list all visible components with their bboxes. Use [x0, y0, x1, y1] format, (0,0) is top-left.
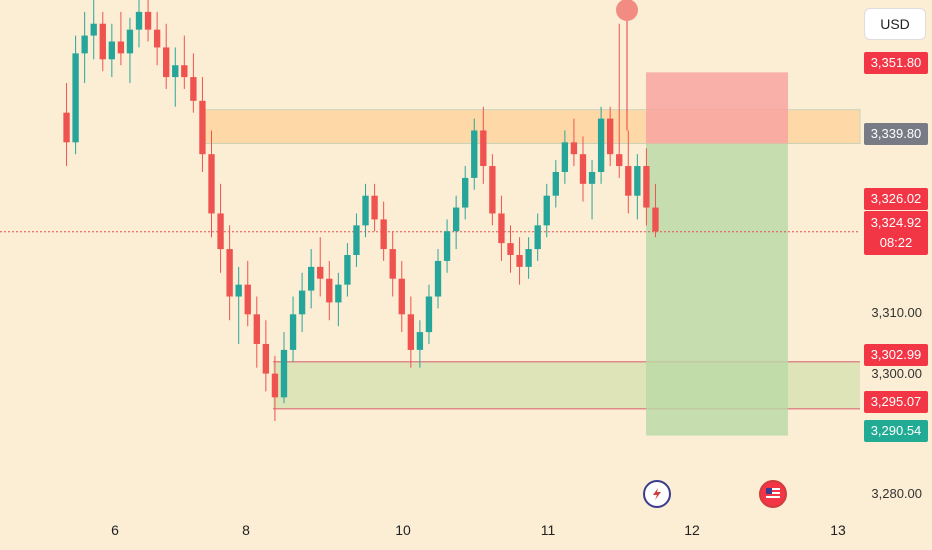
candle-body [217, 213, 224, 250]
candle-body [570, 142, 578, 155]
candle-body [525, 249, 532, 267]
candle-body [534, 225, 541, 250]
candle-body [271, 373, 279, 398]
lightning-icon[interactable] [643, 480, 671, 508]
price-axis-label: 3,280.00 [871, 486, 922, 501]
last-price-value: 3,324.92 [870, 215, 922, 230]
candle-body [416, 332, 424, 350]
candle-body [353, 225, 360, 255]
candle-body [135, 11, 143, 30]
candle-body [543, 195, 550, 226]
entry-price-tag: 3,339.80 [864, 123, 928, 145]
candle-body [298, 290, 306, 315]
candle-body [507, 243, 514, 255]
candle-body [181, 65, 188, 78]
candle-countdown: 08:22 [879, 235, 913, 250]
spike-marker [616, 0, 638, 21]
candle-body [462, 177, 469, 208]
candle-body [307, 266, 315, 291]
candle-body [335, 284, 342, 303]
candle-body [371, 195, 378, 220]
candle-body [153, 29, 161, 48]
candle-body [452, 207, 460, 232]
candle-body [326, 278, 333, 303]
candle-body [317, 266, 324, 279]
candle-body [163, 47, 170, 78]
candle-body [280, 349, 288, 398]
candle-body [144, 11, 152, 30]
candle-body [561, 142, 569, 172]
candle-body [63, 112, 70, 143]
candle-body [434, 260, 442, 297]
date-label: 12 [684, 522, 700, 538]
demand-top-price-tag: 3,302.99 [864, 344, 928, 366]
candle-body [425, 296, 433, 333]
candle-body [616, 154, 623, 167]
candle-body [108, 41, 116, 60]
candle-body [362, 195, 369, 226]
take-profit-zone [646, 143, 788, 436]
candle-body [253, 314, 260, 344]
candle-body [643, 166, 650, 208]
candle-body [81, 35, 88, 54]
candle-body [172, 65, 179, 78]
date-label: 10 [395, 522, 411, 538]
stop-loss-zone [646, 72, 788, 144]
candle-body [579, 154, 587, 184]
date-label: 11 [540, 522, 556, 538]
candle-body [289, 314, 297, 350]
last-price-tag: 3,324.92 08:22 [864, 211, 928, 255]
candle-body [625, 166, 632, 196]
candle-body [99, 23, 106, 60]
candle-body [126, 29, 134, 54]
date-label: 6 [111, 522, 119, 538]
candle-body [90, 23, 97, 36]
candle-body [443, 231, 451, 261]
candle-body [489, 166, 496, 214]
candle-body [498, 213, 505, 244]
currency-button[interactable]: USD [864, 8, 926, 40]
candle-body [344, 255, 351, 285]
candle-body [117, 41, 125, 54]
candle-body [471, 130, 478, 178]
date-label: 13 [830, 522, 846, 538]
candle-body [407, 314, 415, 350]
candle-body [244, 284, 251, 315]
candle-body [588, 171, 596, 184]
candle-body [652, 207, 659, 232]
demand-bottom-price-tag: 3,295.07 [864, 391, 928, 413]
stop-loss-price-tag: 3,351.80 [864, 52, 928, 74]
take-profit-price-tag: 3,290.54 [864, 420, 928, 442]
date-label: 8 [242, 522, 250, 538]
candle-body [380, 219, 387, 250]
candle-body [208, 154, 215, 214]
candle-body [552, 171, 559, 196]
candle-body [190, 77, 197, 101]
candle-body [235, 284, 242, 297]
candle-body [606, 118, 614, 155]
price-axis-label: 3,310.00 [871, 305, 922, 320]
candle-body [72, 53, 79, 143]
price-axis-label: 3,300.00 [871, 366, 922, 381]
candle-body [516, 255, 523, 267]
candle-body [398, 278, 405, 315]
us-flag-icon[interactable] [759, 480, 787, 508]
candle-body [480, 130, 487, 167]
level-price-tag: 3,326.02 [864, 188, 928, 210]
candle-body [634, 166, 641, 196]
candle-body [226, 249, 233, 297]
candle-body [262, 343, 270, 374]
candle-body [389, 249, 396, 279]
candle-body [199, 100, 206, 155]
candle-body [597, 118, 605, 172]
